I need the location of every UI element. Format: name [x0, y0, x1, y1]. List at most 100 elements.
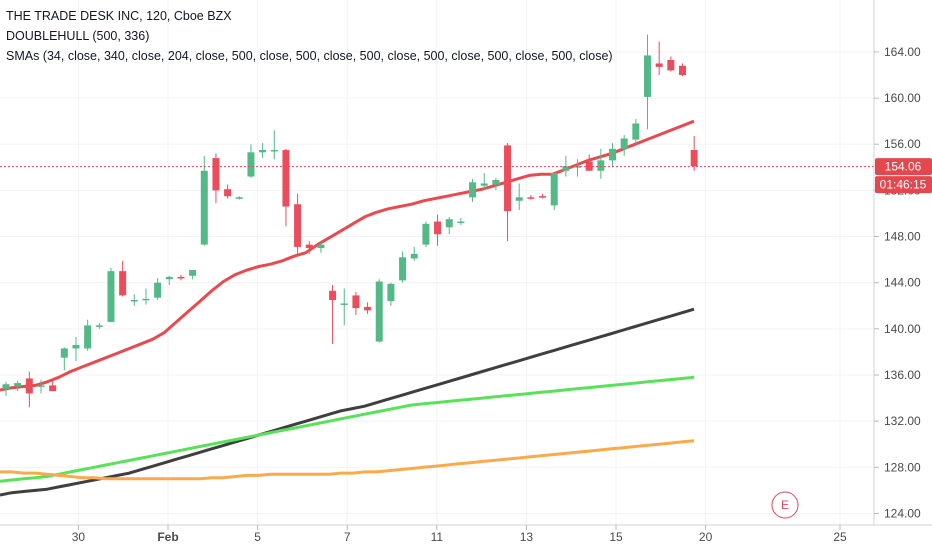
x-tick-label: 20: [699, 530, 713, 544]
candle-body: [550, 173, 558, 206]
candle: [259, 143, 267, 159]
candle: [224, 184, 232, 199]
y-tick-label: 128.00: [884, 460, 921, 474]
candle-body: [632, 123, 640, 140]
candle-body: [317, 244, 325, 249]
candle: [609, 143, 617, 168]
candle-body: [37, 385, 45, 387]
candle: [480, 173, 488, 190]
candle: [504, 143, 512, 242]
candle: [644, 34, 652, 130]
candle: [352, 291, 360, 315]
time-axis[interactable]: 30 Feb 5 7 11 13 15 20 25: [72, 525, 847, 544]
candle-body: [457, 221, 465, 224]
candle: [142, 288, 150, 305]
candle-body: [247, 152, 255, 177]
x-tick-label: 30: [72, 530, 86, 544]
candle-body: [469, 182, 477, 198]
candle: [130, 294, 138, 306]
earnings-marker-label: E: [781, 498, 789, 512]
candle-body: [177, 276, 185, 279]
chart-legend: THE TRADE DESK INC, 120, Cboe BZX DOUBLE…: [6, 6, 613, 66]
candle: [294, 193, 302, 257]
candle: [632, 118, 640, 144]
candle: [165, 275, 173, 285]
candle-body: [515, 197, 523, 201]
candle: [574, 159, 582, 177]
candle-body: [434, 221, 442, 235]
candle: [340, 288, 348, 326]
grid: [0, 0, 874, 525]
candle: [585, 154, 593, 171]
candle: [434, 214, 442, 246]
y-tick-label: 132.00: [884, 414, 921, 428]
candle-body: [422, 223, 430, 245]
candle: [655, 41, 663, 75]
candle-body: [492, 180, 500, 185]
candle: [200, 155, 208, 246]
candle: [515, 183, 523, 210]
candle-body: [375, 281, 383, 342]
x-tick-label: 11: [431, 530, 444, 544]
candle: [154, 278, 162, 300]
candle-body: [189, 270, 197, 276]
earnings-marker[interactable]: E: [771, 491, 799, 519]
candle-body: [235, 197, 243, 199]
x-tick-label: 15: [609, 530, 623, 544]
candle: [597, 148, 605, 179]
candle-body: [294, 204, 302, 247]
candle: [247, 144, 255, 178]
candle: [212, 153, 220, 204]
candle-body: [72, 345, 80, 349]
x-tick-label: 25: [833, 530, 847, 544]
candle-body: [480, 183, 488, 186]
candle-body: [130, 300, 138, 302]
candle-body: [387, 283, 395, 302]
countdown-tag: 01:46:15: [875, 176, 932, 194]
candle-body: [25, 378, 33, 394]
candle-body: [270, 150, 278, 152]
candle-body: [282, 150, 290, 207]
candle: [399, 251, 407, 283]
candle: [60, 347, 68, 371]
candle: [445, 216, 453, 235]
candle: [107, 267, 115, 322]
candle-body: [690, 150, 698, 167]
candle: [317, 242, 325, 253]
time-axis-background: [0, 525, 932, 550]
candle-body: [165, 276, 173, 280]
y-tick-label: 144.00: [884, 276, 921, 290]
candle-body: [200, 170, 208, 245]
candle: [95, 323, 103, 329]
candle: [329, 285, 337, 344]
candle: [620, 135, 628, 156]
candle: [539, 193, 547, 199]
candle-body: [305, 244, 313, 249]
candle: [2, 381, 10, 396]
candle: [667, 56, 675, 72]
candle-body: [667, 60, 675, 71]
candle: [37, 379, 45, 394]
candle: [282, 148, 290, 227]
candle: [422, 221, 430, 247]
candle-body: [562, 166, 570, 171]
candle-body: [259, 150, 267, 153]
candle-body: [142, 298, 150, 301]
symbol-title[interactable]: THE TRADE DESK INC, 120, Cboe BZX: [6, 9, 232, 23]
countdown-tag-label: 01:46:15: [880, 178, 927, 192]
indicator-smas[interactable]: SMAs (34, close, 340, close, 204, close,…: [6, 49, 613, 63]
y-tick-label: 164.00: [884, 45, 921, 59]
candle: [177, 274, 185, 281]
candle-body: [620, 138, 628, 149]
candle: [235, 196, 243, 200]
indicator-doublehull[interactable]: DOUBLEHULL (500, 336): [6, 29, 150, 43]
candle-body: [154, 282, 162, 298]
x-tick-label: 13: [520, 530, 534, 544]
candle-body: [340, 303, 348, 305]
candle-body: [609, 148, 617, 161]
ma-line-2: [0, 307, 695, 497]
candle-body: [212, 158, 220, 191]
candles: [2, 34, 698, 408]
x-tick-label: 7: [344, 530, 351, 544]
